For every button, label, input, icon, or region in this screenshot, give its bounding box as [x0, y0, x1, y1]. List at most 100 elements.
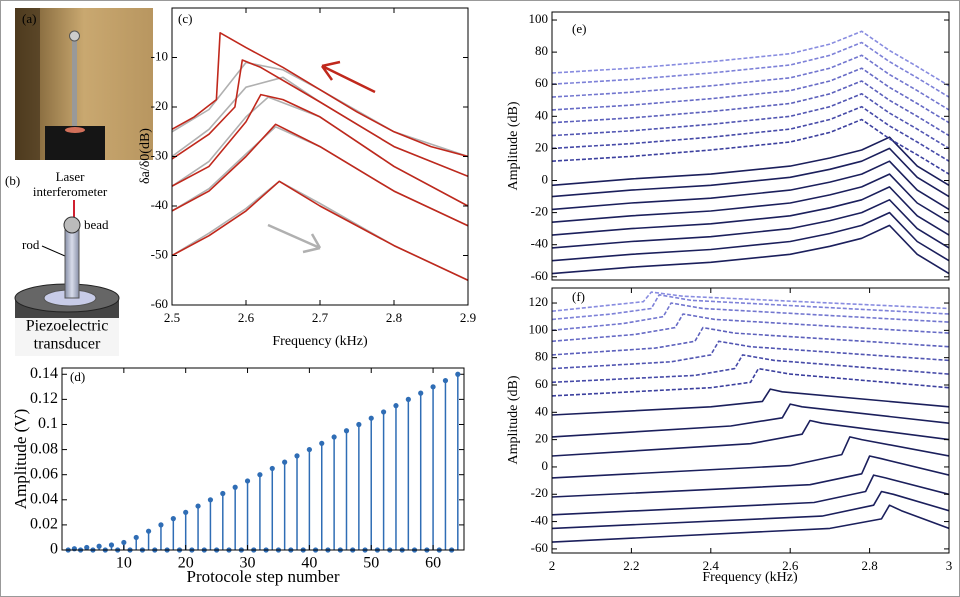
diagram-text: Laser: [56, 169, 86, 184]
stem-marker: [84, 544, 90, 551]
dashed-line: [552, 367, 949, 397]
panel: -60 -40 -20 0 20 40 60 80 100 (e) Amplitude (dB): [506, 11, 950, 283]
dashed-line: [552, 93, 949, 150]
stem-marker: [356, 421, 362, 428]
line: [552, 504, 949, 543]
stem-marker: [442, 377, 449, 384]
line: [552, 403, 949, 438]
line: [172, 180, 468, 282]
stem-marker: [108, 542, 115, 548]
stem-marker: [207, 497, 214, 503]
pointer: [41, 245, 66, 257]
stem-marker: [306, 446, 312, 453]
y-tick-label: 0: [542, 458, 549, 473]
line: [552, 490, 949, 530]
dashed-line: [552, 105, 949, 162]
y-axis-label: Amplitude (V): [11, 409, 30, 510]
y-tick-label: -20: [531, 204, 548, 219]
y-tick-label: 60: [535, 376, 548, 391]
stem-marker: [393, 403, 399, 409]
x-axis-label: Frequency (kHz): [272, 334, 368, 349]
panel-label: (b): [5, 173, 20, 188]
line: [552, 199, 949, 249]
line: [552, 160, 949, 211]
diagram-text: bead: [84, 217, 109, 232]
x-tick-label: 2.6: [238, 310, 255, 325]
y-tick-label: -60: [531, 268, 548, 283]
x-tick-label: 2: [549, 558, 556, 573]
stem-marker: [418, 390, 424, 396]
rod: [64, 229, 80, 299]
stem-marker: [331, 434, 337, 440]
y-tick-label: 0.1: [38, 415, 58, 432]
stem-marker: [405, 396, 411, 402]
x-tick-label: 60: [425, 555, 441, 572]
dashed-line: [552, 41, 949, 98]
x-tick-label: 2.8: [861, 558, 877, 573]
panel-b: (b) Laser interferometer bead rod Piezoe…: [5, 169, 120, 356]
y-tick-label: 100: [529, 11, 549, 26]
y-axis-label: Amplitude (dB): [506, 375, 521, 464]
line: [172, 59, 468, 178]
line: [172, 93, 468, 207]
x-tick-label: 2.2: [623, 558, 639, 573]
y-tick-label: 0.02: [30, 516, 58, 533]
y-tick-label: -30: [151, 147, 168, 162]
stem-marker: [232, 484, 238, 490]
line: [552, 186, 949, 236]
stem-marker: [319, 440, 325, 446]
y-tick-label: 0.12: [30, 390, 58, 407]
plot-area: [552, 291, 949, 543]
y-tick-label: 60: [535, 75, 548, 90]
stem-marker: [158, 522, 164, 528]
y-tick-label: -20: [151, 98, 168, 113]
stem-marker: [368, 415, 374, 421]
line: [552, 224, 949, 275]
panel-label: (c): [178, 11, 192, 26]
y-tick-label: -40: [151, 197, 168, 212]
panel-a: (a): [15, 8, 153, 160]
line: [552, 474, 949, 516]
label-bg: [15, 318, 119, 356]
line: [172, 31, 468, 158]
x-tick-label: 2.5: [164, 310, 180, 325]
dashed-line: [552, 30, 949, 87]
dashed-line: [552, 302, 949, 332]
dashed-line: [552, 67, 949, 124]
y-axis-label: Amplitude (dB): [506, 101, 521, 190]
stem-marker: [244, 478, 251, 484]
y-tick-label: 40: [535, 403, 548, 418]
stem-marker: [430, 384, 436, 390]
y-tick-label: 0.14: [30, 365, 58, 382]
axes-frame: [171, 7, 469, 306]
y-tick-label: 120: [529, 294, 549, 309]
arrow-down-sweep: [320, 60, 376, 94]
panel: -60 -50 -40 -30 -20 -10 2.5 2.6 2.7 2.8 2.9 (c) Freq…: [138, 7, 476, 349]
y-tick-label: -60: [151, 296, 168, 311]
line: [552, 136, 949, 187]
stem-marker: [195, 503, 201, 509]
stem-marker: [282, 459, 288, 465]
y-tick-label: 20: [535, 139, 548, 154]
x-tick-label: 2.4: [703, 558, 720, 573]
stem-marker: [269, 465, 275, 472]
plot-area: [172, 31, 468, 282]
y-tick-label: 80: [535, 349, 548, 364]
x-tick-label: 2.6: [782, 558, 799, 573]
y-tick-label: 0.06: [30, 465, 58, 482]
stem-marker: [343, 428, 350, 434]
line: [552, 419, 949, 457]
line: [552, 388, 949, 416]
panel-label: (d): [70, 369, 85, 384]
dashed-line: [552, 118, 949, 175]
stem-marker: [381, 409, 387, 415]
x-tick-label: 3: [946, 558, 953, 573]
y-tick-label: -10: [151, 48, 168, 63]
photo-rod: [72, 40, 77, 130]
line: [552, 147, 949, 198]
y-tick-label: 100: [529, 321, 549, 336]
diagram-text: interferometer: [33, 184, 108, 199]
x-tick-label: 40: [301, 555, 317, 572]
